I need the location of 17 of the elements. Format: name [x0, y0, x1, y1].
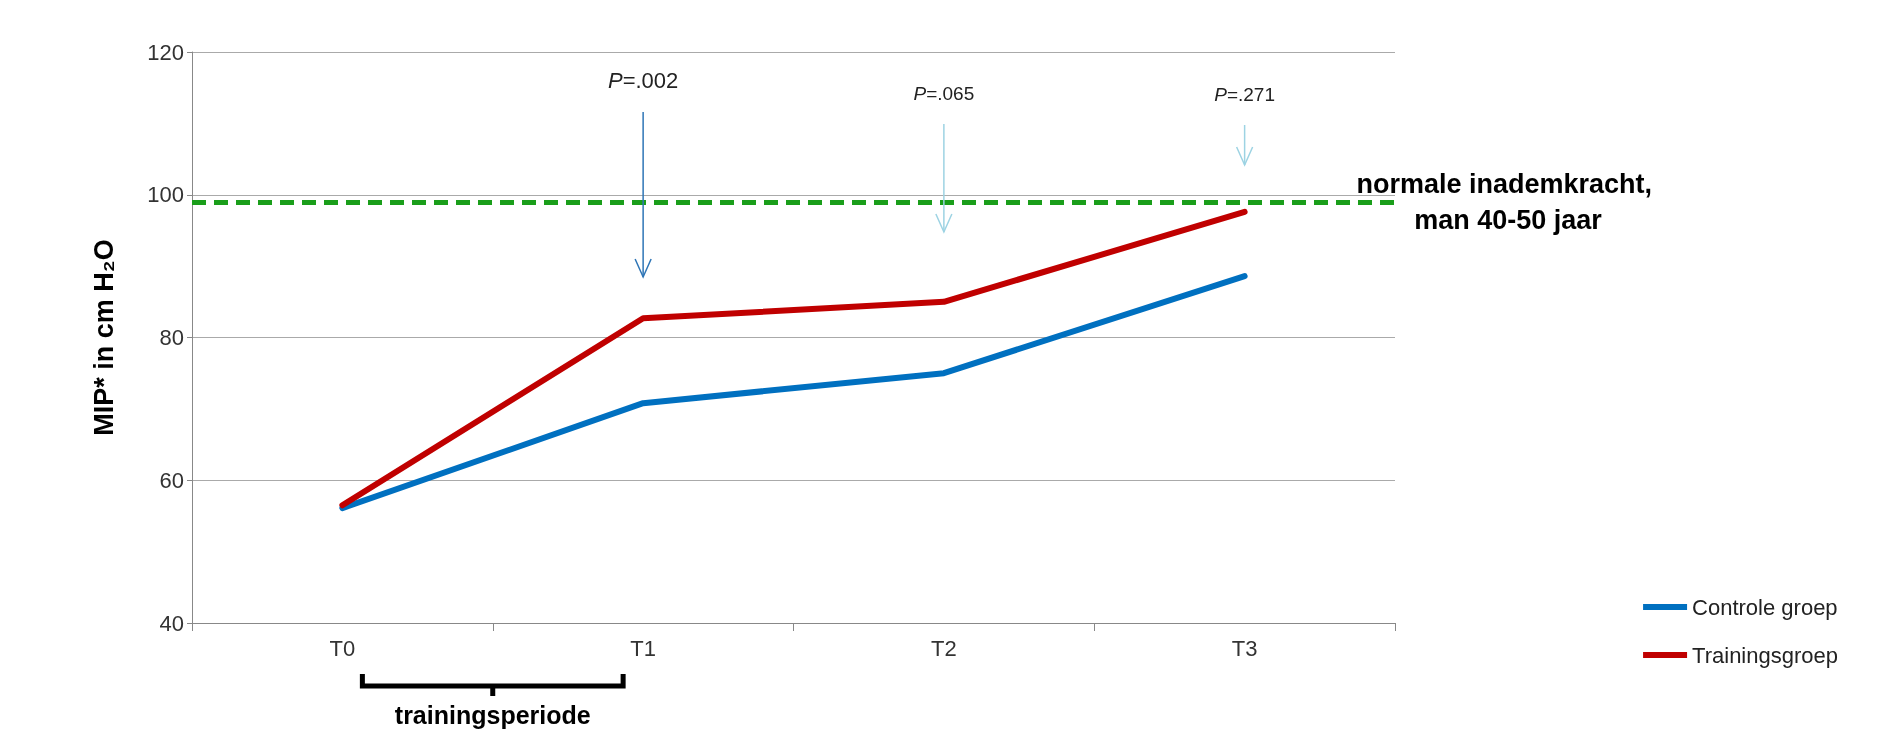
y-tick-label: 60 — [159, 467, 184, 493]
y-axis-title: MIP* in cm H₂O — [88, 239, 119, 436]
ref-line-label: normale inademkracht, man 40-50 jaar — [1356, 168, 1660, 235]
annotation: P=.271 — [1214, 84, 1276, 105]
y-tick-label: 80 — [159, 325, 184, 350]
annotation: P=.002 — [607, 68, 679, 93]
y-tick-label: 100 — [147, 182, 184, 208]
annotation: P=.065 — [913, 83, 975, 104]
legend-label: Trainingsgroep — [1692, 642, 1838, 668]
legend-label: Controle groep — [1692, 594, 1838, 620]
x-tick-label: T1 — [630, 635, 656, 661]
text: trainingsperiode — [394, 701, 591, 729]
y-tick-label: 120 — [147, 39, 184, 65]
x-tick-label: T3 — [1231, 635, 1258, 661]
y-tick-label: 40 — [159, 610, 184, 636]
x-tick-label: T2 — [931, 635, 957, 661]
x-tick-label: T0 — [329, 635, 356, 661]
